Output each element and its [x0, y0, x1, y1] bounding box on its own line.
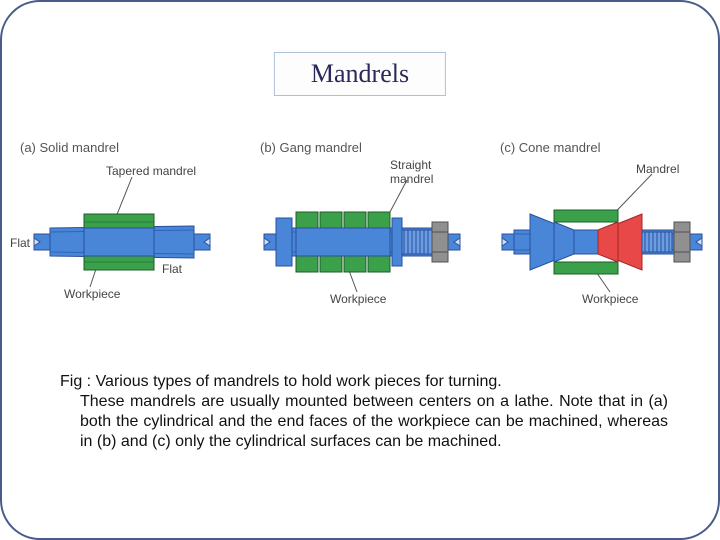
figure-c-callout: Mandrel: [636, 162, 679, 176]
figure-b-workpiece: Workpiece: [330, 292, 386, 306]
figure-b-callout: Straightmandrel: [390, 158, 433, 186]
caption-lead: Fig : Various types of mandrels to hold …: [60, 373, 502, 390]
slide-frame: Mandrels (a) Solid mandrel: [0, 0, 720, 540]
figure-a-callout: Tapered mandrel: [106, 164, 196, 178]
figure-c-workpiece: Workpiece: [582, 292, 638, 306]
figure-caption: Fig : Various types of mandrels to hold …: [60, 372, 668, 452]
figure-a-flat-left: Flat: [10, 236, 30, 250]
caption-rest: These mandrels are usually mounted betwe…: [80, 392, 668, 452]
figure-a-flat-right: Flat: [162, 262, 182, 276]
figure-b-callout-text: Straightmandrel: [390, 158, 433, 186]
figure-c: (c) Cone mandrel: [492, 132, 712, 332]
figure-a: (a) Solid mandrel: [12, 132, 232, 332]
figures-row: (a) Solid mandrel: [2, 132, 720, 332]
page-title: Mandrels: [274, 52, 446, 96]
figure-a-svg: [12, 132, 232, 332]
figure-b: (b) Gang mandrel: [252, 132, 472, 332]
figure-a-workpiece: Workpiece: [64, 287, 120, 301]
